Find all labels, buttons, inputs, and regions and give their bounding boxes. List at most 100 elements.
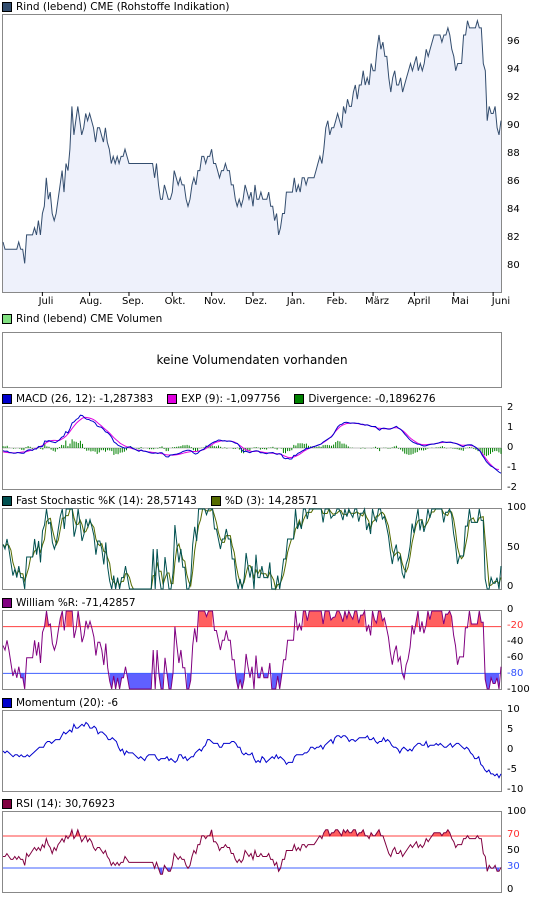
price-line: [2, 18, 502, 264]
stoch-legend: Fast Stochastic %K (14): 28,57143 %D (3)…: [2, 494, 332, 508]
volume-legend: Rind (lebend) CME Volumen: [2, 312, 162, 326]
stoch-k-swatch: [2, 496, 12, 506]
price-ytick: 80: [507, 260, 520, 271]
x-tick-label: Okt.: [164, 296, 186, 307]
rsi-overbought-fill: [432, 829, 450, 836]
price-ytick: 90: [507, 120, 520, 131]
stoch-ytick: 100: [507, 502, 527, 513]
divergence-legend-item: Divergence: -0,1896276: [294, 393, 436, 405]
rsi-ytick: 100: [507, 806, 527, 817]
macd-ytick: -1: [507, 462, 517, 473]
price-legend: Rind (lebend) CME (Rohstoffe Indikation): [2, 0, 230, 14]
volume-title: Rind (lebend) CME Volumen: [16, 313, 163, 325]
price-swatch: [2, 2, 12, 12]
momentum-swatch: [2, 698, 12, 708]
macd-legend-item: MACD (26, 12): -1,287383: [2, 393, 153, 405]
x-tick-label: Feb.: [326, 296, 348, 307]
william-oversold-fill: [159, 673, 164, 689]
william-ytick: -80: [507, 668, 524, 679]
price-area-fill: [3, 20, 501, 292]
price-frame: [2, 14, 502, 293]
momentum-label: Momentum (20): -6: [16, 697, 119, 709]
price-ytick: 96: [507, 36, 520, 47]
rsi-ytick: 50: [507, 845, 520, 856]
macd-legend: MACD (26, 12): -1,287383 EXP (9): -1,097…: [2, 392, 450, 406]
macd-ytick: 2: [507, 402, 514, 413]
stoch-k-label: Fast Stochastic %K (14): 28,57143: [16, 495, 197, 507]
rsi-frame: [2, 811, 502, 893]
momentum-ytick: -10: [507, 784, 524, 795]
william-oversold-fill: [485, 673, 499, 689]
william-ytick: -40: [507, 636, 524, 647]
x-tick-label: Juni: [491, 296, 511, 307]
stoch-d-label: %D (3): 14,28571: [224, 495, 319, 507]
momentum-ytick: 0: [507, 744, 514, 755]
macd-ytick: 0: [507, 442, 514, 453]
stoch-ytick: 50: [507, 542, 520, 553]
x-tick-label: Juli: [38, 296, 54, 307]
price-ytick: 86: [507, 176, 520, 187]
william-overbought-fill: [425, 611, 452, 627]
william-overbought-fill: [372, 611, 385, 627]
william-oversold-fill: [257, 673, 260, 678]
divergence-label: Divergence: -0,1896276: [308, 393, 436, 405]
price-ytick: 92: [507, 92, 520, 103]
william-frame: [2, 610, 502, 690]
stoch-ytick: 0: [507, 581, 514, 592]
william-ytick: 0: [507, 604, 514, 615]
x-tick-label: April: [407, 296, 431, 307]
william-swatch: [2, 598, 12, 608]
stoch-k-legend-item: Fast Stochastic %K (14): 28,57143: [2, 495, 197, 507]
william-overbought-fill: [60, 611, 63, 627]
stoch-d-swatch: [210, 496, 221, 506]
macd-ytick: -2: [507, 482, 517, 493]
rsi-swatch: [2, 799, 12, 809]
volume-swatch: [2, 314, 12, 324]
x-tick-label: Nov.: [204, 296, 226, 307]
price-ytick: 82: [507, 232, 520, 243]
price-ytick: 84: [507, 204, 520, 215]
momentum-ytick: -5: [507, 764, 517, 775]
rsi-legend: RSI (14): 30,76923: [2, 797, 115, 811]
momentum-ytick: 10: [507, 704, 520, 715]
x-tick-label: Aug.: [79, 296, 103, 307]
william-ytick: -60: [507, 652, 524, 663]
no-volume-message: keine Volumendaten vorhanden: [2, 332, 502, 388]
rsi-line: [3, 827, 502, 875]
macd-ytick: 1: [507, 422, 514, 433]
william-overbought-fill: [66, 611, 73, 627]
price-ytick: 88: [507, 148, 520, 159]
x-tick-label: Jan.: [286, 296, 306, 307]
rsi-ytick: 30: [507, 861, 520, 872]
macd-label: MACD (26, 12): -1,287383: [16, 393, 154, 405]
momentum-ytick: 5: [507, 724, 514, 735]
rsi-oversold-fill: [497, 868, 499, 872]
rsi-ytick: 0: [507, 884, 514, 895]
stoch-frame: [2, 508, 502, 590]
exp-line: [2, 416, 499, 470]
macd-line: [2, 414, 502, 474]
momentum-line: [2, 721, 502, 779]
william-label: William %R: -71,42857: [16, 597, 136, 609]
rsi-overbought-fill: [75, 829, 80, 836]
price-ytick: 94: [507, 64, 520, 75]
macd-swatch: [2, 394, 12, 404]
stoch-k-line: [2, 507, 502, 590]
william-overbought-fill: [198, 611, 213, 627]
price-title: Rind (lebend) CME (Rohstoffe Indikation): [16, 1, 230, 13]
william-legend: William %R: -71,42857: [2, 596, 136, 610]
momentum-frame: [2, 710, 502, 792]
william-oversold-fill: [127, 673, 152, 689]
rsi-label: RSI (14): 30,76923: [16, 798, 115, 810]
x-tick-label: Dez.: [244, 296, 268, 307]
william-oversold-fill: [186, 673, 191, 689]
rsi-oversold-fill: [166, 868, 171, 872]
stoch-d-legend-item: %D (3): 14,28571: [210, 495, 319, 507]
x-tick-label: März: [364, 296, 390, 307]
momentum-legend: Momentum (20): -6: [2, 696, 118, 710]
exp-legend-item: EXP (9): -1,097756: [167, 393, 280, 405]
rsi-ytick: 70: [507, 829, 520, 840]
exp-label: EXP (9): -1,097756: [181, 393, 281, 405]
exp-swatch: [167, 394, 178, 404]
